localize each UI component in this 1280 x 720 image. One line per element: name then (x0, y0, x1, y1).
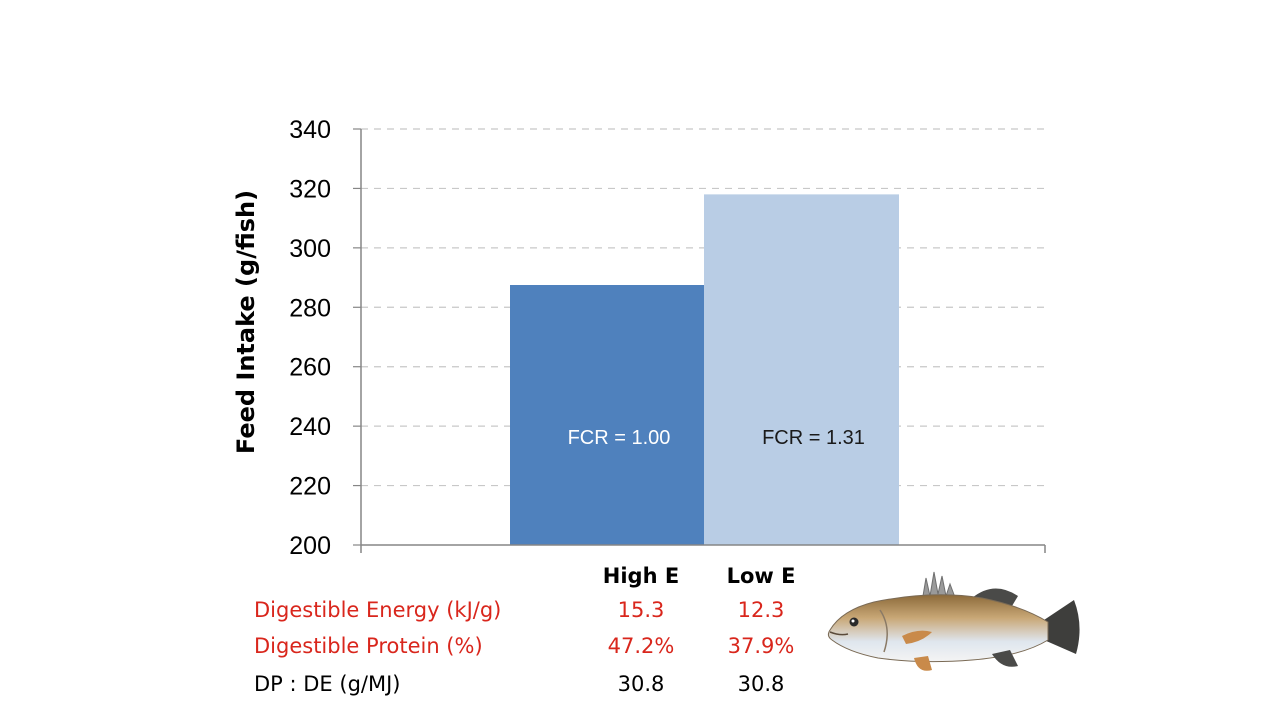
row-label-dp-de: DP : DE (g/MJ) (254, 672, 401, 696)
y-tick-label-280: 280 (289, 294, 331, 322)
row-label-digestible-protein: Digestible Protein (%) (254, 634, 483, 658)
column-header-high-e: High E (602, 564, 680, 588)
y-tick-label-340: 340 (289, 116, 331, 144)
y-tick-label-320: 320 (289, 175, 331, 203)
y-axis-label: Feed Intake (g/fish) (232, 190, 260, 454)
bar-high-e (510, 285, 704, 545)
bars (510, 194, 899, 545)
bar-low-e (704, 194, 899, 545)
y-tick-label-240: 240 (289, 413, 331, 441)
y-tick-label-300: 300 (289, 235, 331, 263)
cell-digestible-energy-high-e: 15.3 (617, 598, 665, 622)
y-tick-label-260: 260 (289, 354, 331, 382)
bar-labels: FCR = 1.00 FCR = 1.31 (568, 427, 865, 449)
bar-label-2: FCR = 1.31 (762, 427, 865, 449)
y-tick-label-220: 220 (289, 473, 331, 501)
axes (360, 129, 1046, 553)
cell-digestible-protein-high-e: 47.2% (607, 634, 675, 658)
cell-digestible-protein-low-e: 37.9% (727, 634, 795, 658)
barramundi-fish-icon (827, 571, 1080, 671)
cell-digestible-energy-low-e: 12.3 (737, 598, 785, 622)
y-tick-labels: 200 220 240 260 280 300 320 340 (289, 116, 331, 560)
bar-label-1: FCR = 1.00 (568, 427, 671, 449)
column-header-low-e: Low E (726, 564, 796, 588)
y-tick-label-200: 200 (289, 532, 331, 560)
cell-dp-de-low-e: 30.8 (737, 672, 785, 696)
cell-dp-de-high-e: 30.8 (617, 672, 665, 696)
row-label-digestible-energy: Digestible Energy (kJ/g) (254, 598, 502, 622)
